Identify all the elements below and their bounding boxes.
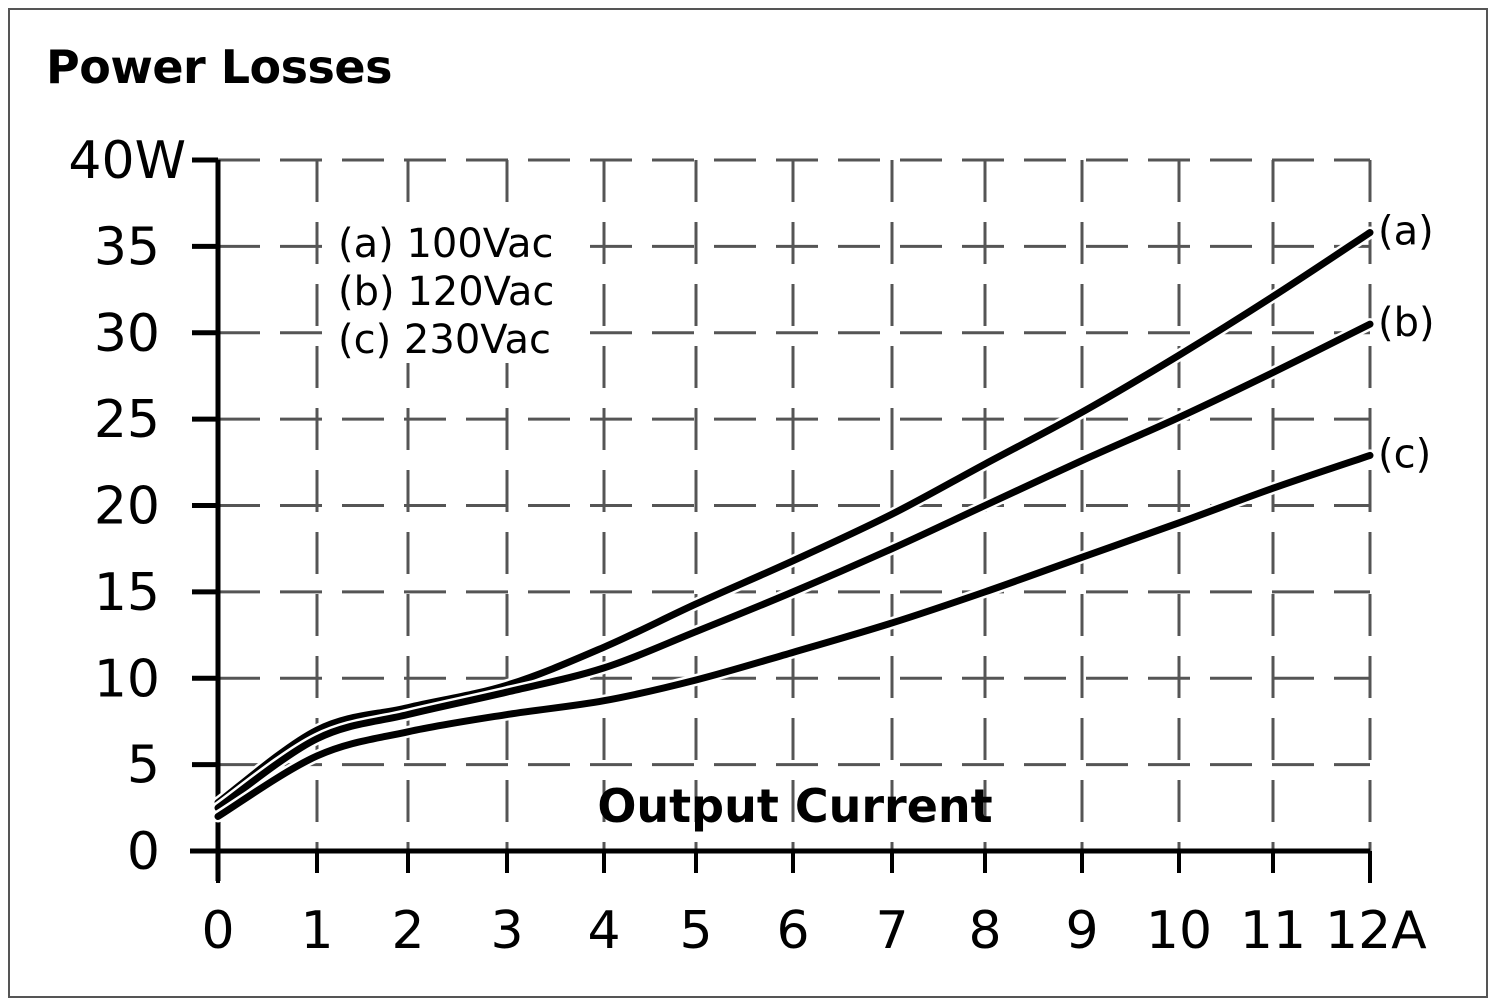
series-end-label: (c): [1378, 431, 1431, 477]
chart-title: Power Losses: [46, 40, 392, 94]
legend-entry: (b) 120Vac: [338, 269, 554, 315]
x-tick-label: 0: [201, 901, 234, 961]
series-end-label: (a): [1378, 209, 1434, 255]
series-end-label: (b): [1378, 300, 1435, 346]
y-tick-label: 40W: [68, 131, 186, 191]
y-tick-label: 30: [94, 304, 160, 364]
series-end-labels: (a) (b) (c): [1378, 209, 1435, 478]
x-tick-label: 10: [1146, 901, 1212, 961]
legend: (a) 100Vac(b) 120Vac(c) 230Vac: [332, 219, 584, 363]
series-line-b: [214, 320, 1374, 812]
legend-entry: (a) 100Vac: [338, 221, 554, 267]
x-axis-label: Output Current: [597, 779, 992, 833]
x-tick-label: 5: [679, 901, 712, 961]
x-tick-label: 2: [391, 901, 424, 961]
legend-bg: [332, 219, 584, 267]
y-tick-label: 10: [94, 649, 160, 709]
y-tick-label: 35: [94, 217, 160, 277]
data-series: [212, 226, 1376, 823]
x-tick-label: 11: [1240, 901, 1306, 961]
x-tick-label: 6: [776, 901, 809, 961]
y-tick-label: 0: [127, 822, 160, 882]
x-tick-label: 3: [490, 901, 523, 961]
y-axis-ticks: 0 5 10 15 20 25 30 35 40W: [68, 131, 218, 882]
x-tick-label: 8: [968, 901, 1001, 961]
x-tick-label: 12A: [1325, 901, 1427, 961]
x-tick-label: 7: [875, 901, 908, 961]
y-tick-label: 25: [94, 390, 160, 450]
legend-bg: [332, 315, 584, 363]
series-line-c: [214, 451, 1374, 820]
y-tick-label: 5: [127, 736, 160, 796]
x-axis-ticks: 0 1 2 3 4 5 6 7 8 9 10 11 12A: [201, 851, 1427, 961]
legend-bg: [332, 267, 584, 315]
x-tick-label: 4: [587, 901, 620, 961]
x-tick-label: 1: [300, 901, 333, 961]
x-tick-label: 9: [1065, 901, 1098, 961]
y-tick-label: 20: [94, 477, 160, 537]
legend-entry: (c) 230Vac: [338, 317, 551, 363]
y-tick-label: 15: [94, 563, 160, 623]
series-line-a: [214, 229, 1374, 807]
